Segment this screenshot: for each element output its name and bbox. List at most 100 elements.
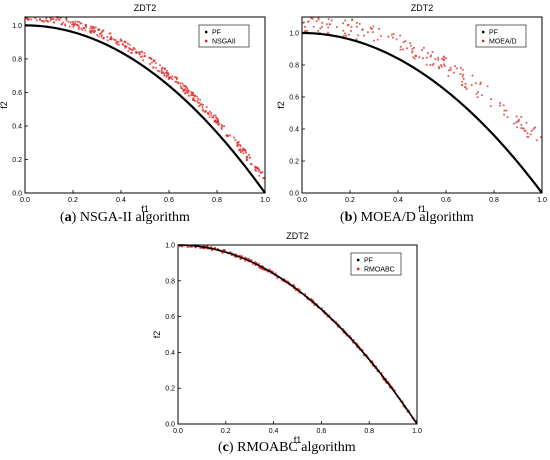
point-MOEA/D: [387, 35, 390, 38]
point-MOEA/D: [437, 56, 440, 59]
legend-label: NSGAII: [212, 39, 236, 46]
point-MOEA/D: [342, 22, 344, 25]
point-MOEA/D: [304, 25, 306, 28]
point-NSGAII: [96, 34, 99, 37]
point-NSGAII: [46, 20, 48, 22]
point-NSGAII: [142, 59, 145, 62]
point-NSGAII: [203, 111, 206, 113]
point-NSGAII: [186, 87, 189, 90]
point-MOEA/D: [461, 84, 464, 86]
point-NSGAII: [255, 166, 258, 169]
point-MOEA/D: [319, 27, 322, 30]
point-NSGAII: [49, 16, 52, 19]
point-NSGAII: [132, 46, 135, 49]
point-MOEA/D: [440, 64, 442, 67]
point-MOEA/D: [489, 105, 492, 108]
x-tick-label: 1.0: [537, 197, 547, 204]
point-NSGAII: [175, 76, 178, 79]
point-NSGAII: [236, 144, 239, 147]
point-NSGAII: [254, 165, 257, 168]
point-MOEA/D: [422, 46, 425, 49]
point-NSGAII: [182, 84, 185, 87]
x-tick-label: 0.4: [116, 197, 126, 204]
x-tick-label: 0.0: [20, 197, 30, 204]
point-MOEA/D: [459, 66, 462, 69]
point-MOEA/D: [440, 65, 443, 68]
point-NSGAII: [192, 92, 194, 94]
point-NSGAII: [239, 145, 242, 148]
point-MOEA/D: [429, 55, 432, 58]
point-NSGAII: [225, 134, 228, 136]
point-NSGAII: [210, 114, 213, 117]
point-MOEA/D: [462, 73, 465, 76]
series-points-MOEA/D: [301, 17, 542, 142]
legend-box: [198, 24, 250, 48]
point-NSGAII: [183, 85, 186, 87]
point-NSGAII: [162, 71, 165, 74]
series-line-PF: [24, 24, 266, 194]
point-MOEA/D: [486, 85, 489, 88]
series-line-PF: [302, 31, 543, 194]
point-NSGAII: [79, 22, 82, 25]
point-MOEA/D: [481, 94, 483, 97]
point-NSGAII: [248, 154, 250, 156]
point-RMOABC: [385, 378, 388, 381]
point-NSGAII: [78, 26, 80, 29]
point-NSGAII: [72, 25, 75, 28]
point-RMOABC: [363, 354, 366, 357]
caption-a: (a) NSGA-II algorithm: [60, 210, 190, 225]
point-MOEA/D: [431, 51, 434, 53]
point-NSGAII: [216, 120, 219, 123]
x-tick-label: 0.8: [212, 197, 222, 204]
point-NSGAII: [143, 52, 146, 55]
point-MOEA/D: [421, 49, 423, 51]
point-NSGAII: [69, 21, 72, 24]
point-RMOABC: [310, 298, 313, 300]
point-NSGAII: [175, 80, 178, 83]
point-NSGAII: [94, 30, 97, 33]
point-MOEA/D: [311, 17, 314, 20]
point-MOEA/D: [461, 80, 464, 83]
point-NSGAII: [101, 31, 103, 34]
point-NSGAII: [257, 170, 260, 173]
point-MOEA/D: [358, 23, 361, 25]
point-NSGAII: [154, 62, 157, 64]
point-MOEA/D: [533, 126, 536, 129]
point-MOEA/D: [464, 82, 467, 85]
y-tick-label: 1.0: [289, 31, 299, 38]
point-MOEA/D: [327, 26, 330, 29]
point-NSGAII: [161, 66, 164, 69]
legend-marker-MOEA/D: [482, 39, 485, 43]
point-NSGAII: [204, 109, 207, 112]
point-NSGAII: [141, 55, 144, 58]
point-MOEA/D: [317, 29, 320, 32]
point-RMOABC: [239, 254, 242, 257]
point-NSGAII: [85, 26, 87, 29]
point-RMOABC: [385, 382, 388, 385]
point-NSGAII: [246, 158, 248, 161]
point-RMOABC: [244, 256, 247, 259]
point-NSGAII: [217, 124, 220, 126]
point-MOEA/D: [312, 25, 315, 28]
point-RMOABC: [241, 255, 244, 258]
point-NSGAII: [113, 38, 115, 41]
point-NSGAII: [30, 18, 33, 21]
point-NSGAII: [169, 76, 171, 78]
point-NSGAII: [153, 59, 156, 62]
point-RMOABC: [260, 267, 262, 269]
point-NSGAII: [119, 40, 122, 42]
point-MOEA/D: [476, 96, 479, 99]
point-NSGAII: [242, 147, 245, 150]
point-NSGAII: [205, 106, 208, 108]
point-NSGAII: [170, 77, 172, 80]
point-NSGAII: [68, 25, 71, 28]
point-NSGAII: [45, 17, 48, 19]
point-NSGAII: [182, 88, 185, 91]
point-MOEA/D: [342, 34, 345, 37]
point-NSGAII: [188, 89, 190, 92]
series-points-NSGAII: [24, 16, 265, 180]
point-NSGAII: [52, 21, 55, 24]
point-MOEA/D: [328, 23, 331, 26]
point-RMOABC: [234, 253, 237, 256]
point-RMOABC: [239, 258, 242, 260]
